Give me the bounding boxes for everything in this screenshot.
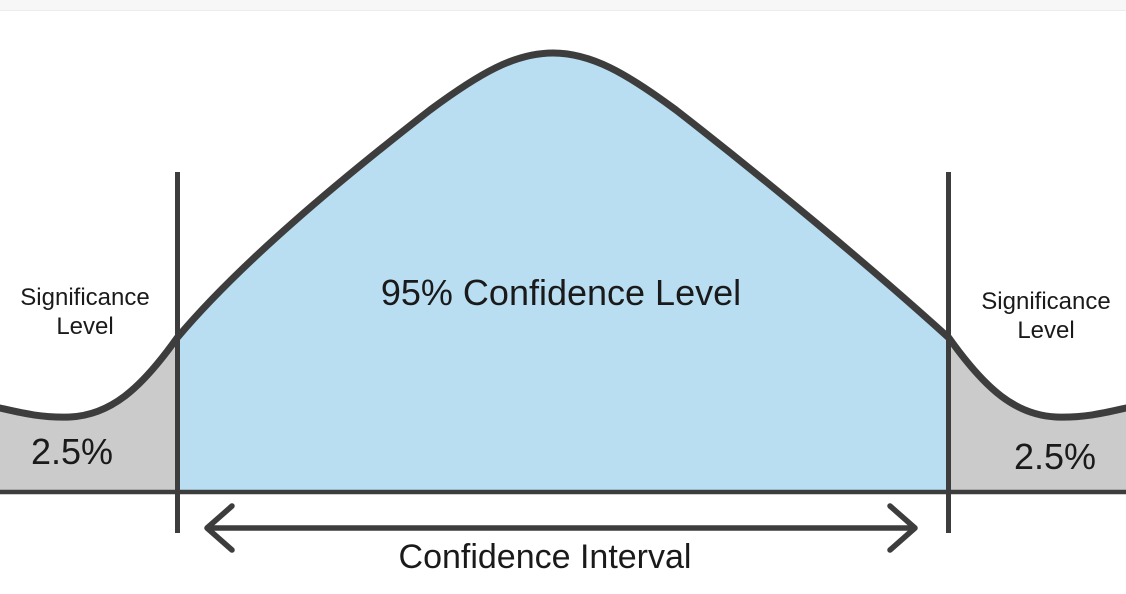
significance-label-line1: Significance	[20, 284, 150, 311]
arrowhead-left-icon	[204, 503, 235, 553]
confidence-level-label: 95% Confidence Level	[380, 272, 742, 313]
top-strip	[0, 0, 1126, 11]
confidence-area	[177, 53, 949, 491]
significance-label-line2: Level	[56, 313, 114, 341]
bell-curve-stroke	[0, 49, 1126, 421]
arrowhead-right-icon	[887, 503, 918, 553]
significance-label-line2: Level	[1017, 317, 1075, 345]
significance-level-label-right: Significance Level	[961, 287, 1126, 346]
confidence-interval-label: Confidence Interval	[398, 538, 692, 576]
significance-level-label-left: Significance Level	[0, 283, 170, 342]
left-tail-percentage: 2.5%	[30, 431, 114, 472]
right-tail-percentage: 2.5%	[1013, 436, 1097, 477]
confidence-interval-arrow	[204, 503, 918, 553]
significance-label-line1: Significance	[981, 288, 1111, 315]
